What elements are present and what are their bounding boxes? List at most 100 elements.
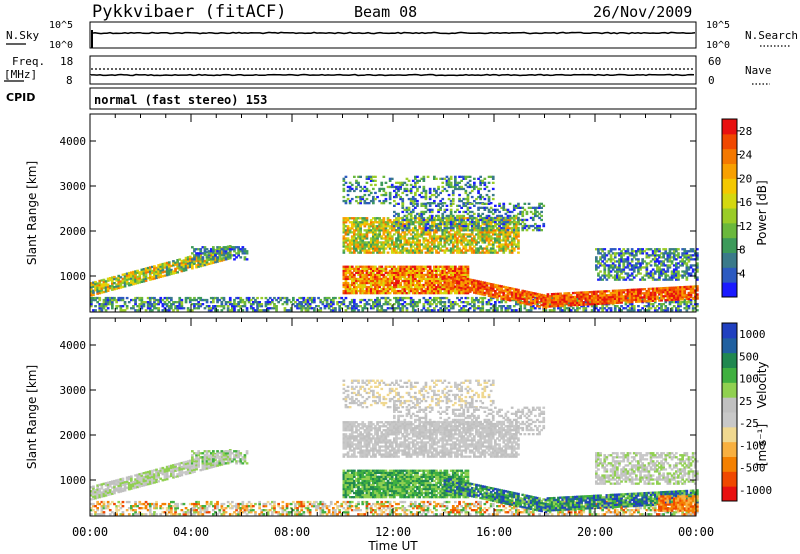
power-cell <box>414 285 417 289</box>
power-cell <box>405 243 409 246</box>
power-cell <box>420 229 424 232</box>
power-cell <box>620 295 623 298</box>
power-cell <box>226 253 230 256</box>
power-cell <box>479 229 482 232</box>
power-cell <box>477 214 480 218</box>
power-cell <box>102 303 106 306</box>
power-cell <box>361 307 365 310</box>
power-cell <box>430 271 434 274</box>
power-cell <box>344 269 348 272</box>
power-cell <box>491 295 495 298</box>
power-cell <box>531 294 535 297</box>
power-cell <box>418 267 421 270</box>
power-cell <box>121 305 125 308</box>
power-cell <box>422 221 426 224</box>
power-cell <box>582 303 586 306</box>
power-cell <box>435 281 438 285</box>
power-cell <box>605 302 609 305</box>
power-cell <box>422 305 426 308</box>
power-cell <box>485 214 489 218</box>
power-cell <box>456 277 459 281</box>
power-cell <box>426 292 430 295</box>
power-cell <box>98 285 102 289</box>
power-cell <box>132 305 135 308</box>
power-cell <box>422 212 426 216</box>
power-cell <box>458 282 461 285</box>
power-cell <box>125 282 129 285</box>
power-cell <box>422 177 426 180</box>
power-cell <box>451 303 455 306</box>
power-cell <box>466 223 470 226</box>
power-cell <box>664 299 668 302</box>
power-cell <box>426 277 430 281</box>
power-cell <box>508 289 512 292</box>
power-cell <box>454 210 457 214</box>
power-cell <box>155 268 158 271</box>
power-cell <box>224 248 228 251</box>
power-cell <box>580 295 583 298</box>
power-cell <box>616 301 619 304</box>
power-cell <box>353 292 356 295</box>
power-cell <box>386 237 390 240</box>
power-cell <box>586 299 590 302</box>
power-cell <box>283 301 287 304</box>
power-cell <box>386 235 390 238</box>
power-cell <box>342 271 346 274</box>
power-cell <box>378 189 381 193</box>
power-cell <box>504 243 508 246</box>
power-cell <box>132 280 135 284</box>
power-cell <box>426 269 430 272</box>
power-cell <box>456 273 459 277</box>
power-cell <box>460 301 463 304</box>
power-cell <box>483 296 487 300</box>
power-cell <box>462 245 466 248</box>
power-cell <box>367 229 371 232</box>
power-cell <box>668 290 672 293</box>
power-cell <box>245 307 249 310</box>
power-cell <box>496 245 499 248</box>
power-cell <box>422 227 426 230</box>
power-cell <box>479 292 482 296</box>
power-cell <box>359 275 362 279</box>
power-cell <box>443 281 447 284</box>
power-cell <box>203 252 207 255</box>
power-cell <box>433 267 436 270</box>
power-cell <box>106 307 110 310</box>
power-cell <box>430 269 434 272</box>
power-cell <box>443 222 447 226</box>
power-cell <box>683 301 687 304</box>
power-cell <box>529 303 533 306</box>
power-cell <box>601 305 604 308</box>
power-cell <box>483 229 487 232</box>
power-cell <box>233 303 236 306</box>
power-cell <box>620 309 623 312</box>
power-cell <box>355 307 358 310</box>
power-cell <box>399 289 402 293</box>
power-cell <box>424 245 428 248</box>
power-cell <box>487 227 491 230</box>
power-cell <box>365 219 369 222</box>
power-cell <box>470 223 474 226</box>
power-cell <box>498 290 501 294</box>
power-cell <box>475 281 478 285</box>
power-cell <box>649 293 653 297</box>
power-cell <box>458 298 461 302</box>
power-cell <box>369 271 373 274</box>
power-cell <box>199 298 203 302</box>
power-cell <box>401 251 405 254</box>
power-cell <box>361 271 365 274</box>
power-cell <box>174 269 177 272</box>
power-cell <box>306 307 310 310</box>
power-cell <box>483 202 487 205</box>
power-cell <box>500 239 503 242</box>
power-cell <box>329 309 333 312</box>
power-cell <box>651 289 655 292</box>
power-cell <box>296 307 299 310</box>
power-cell <box>395 239 398 242</box>
power-cell <box>399 267 402 270</box>
power-cell <box>487 229 491 232</box>
power-cell <box>435 229 438 232</box>
power-cell <box>590 296 594 300</box>
power-cell <box>481 181 485 184</box>
power-cell <box>165 267 169 271</box>
